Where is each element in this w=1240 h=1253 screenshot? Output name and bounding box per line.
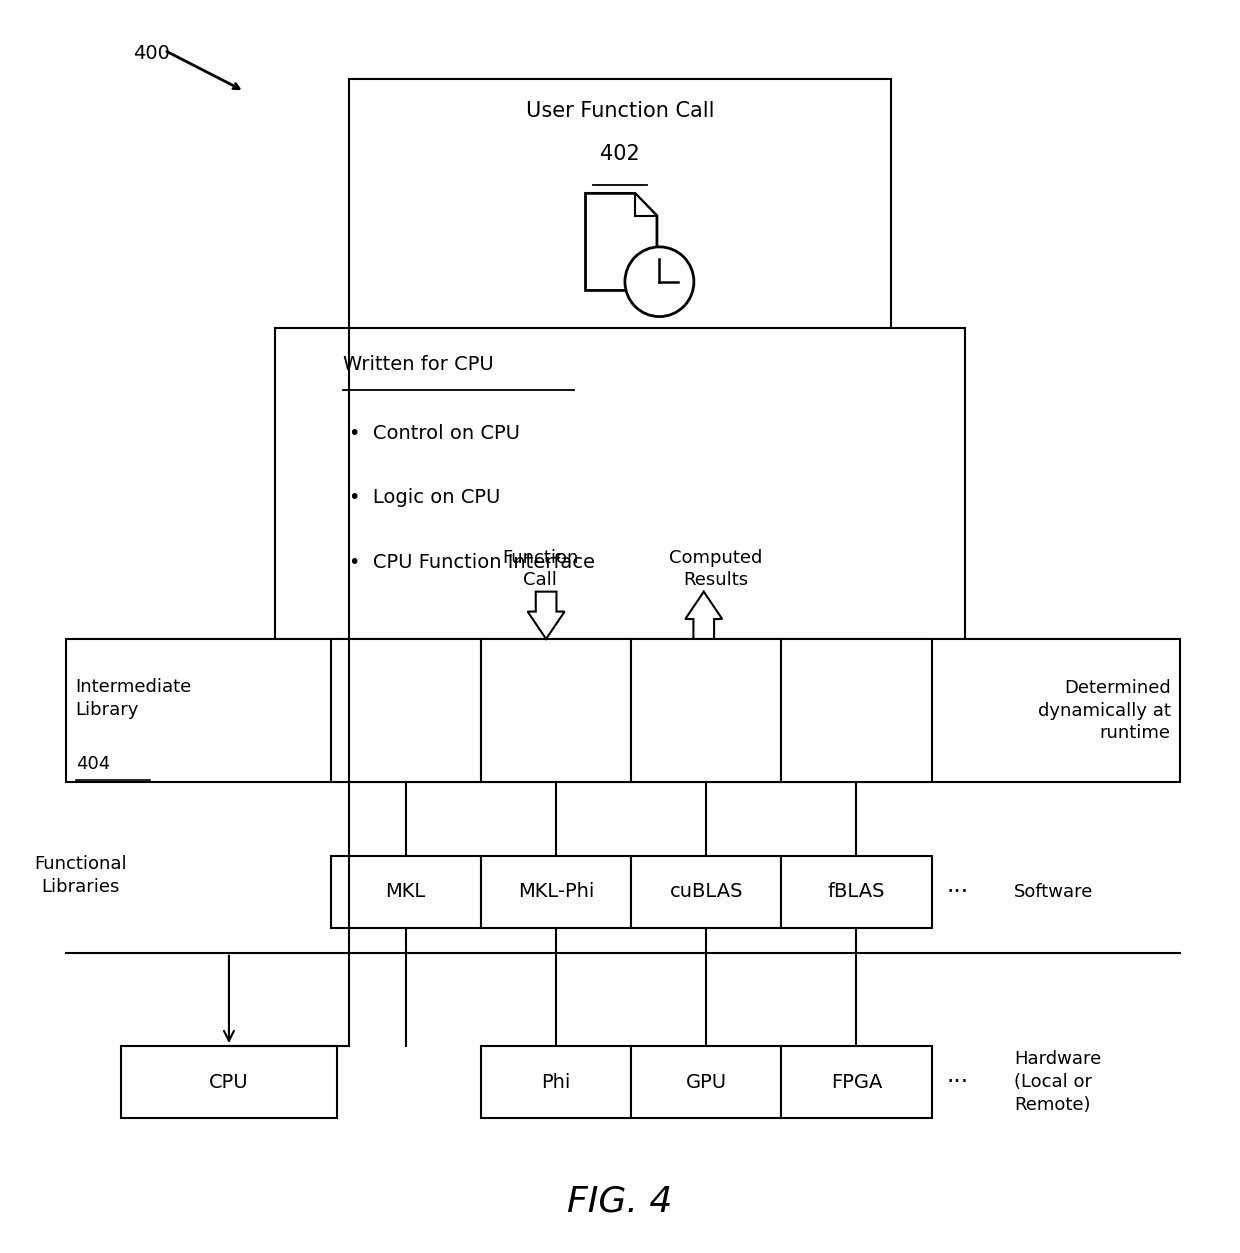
- FancyBboxPatch shape: [275, 328, 965, 645]
- Text: 404: 404: [76, 756, 110, 773]
- FancyBboxPatch shape: [122, 1046, 337, 1118]
- Text: Intermediate
Library: Intermediate Library: [76, 678, 192, 718]
- Text: Hardware
(Local or
Remote): Hardware (Local or Remote): [1014, 1050, 1101, 1114]
- FancyBboxPatch shape: [348, 79, 892, 352]
- Text: GPU: GPU: [686, 1073, 727, 1091]
- FancyBboxPatch shape: [331, 856, 481, 927]
- Text: •  CPU Function Interface: • CPU Function Interface: [348, 553, 595, 573]
- Text: •  Control on CPU: • Control on CPU: [348, 424, 520, 442]
- Polygon shape: [528, 591, 564, 639]
- FancyBboxPatch shape: [481, 639, 631, 782]
- Text: Function
Call: Function Call: [502, 549, 578, 589]
- Text: •  Logic on CPU: • Logic on CPU: [348, 489, 501, 507]
- FancyBboxPatch shape: [481, 1046, 631, 1118]
- FancyBboxPatch shape: [66, 639, 1180, 782]
- Text: MKL-Phi: MKL-Phi: [518, 882, 594, 901]
- Text: Functional
Libraries: Functional Libraries: [35, 855, 126, 896]
- FancyBboxPatch shape: [781, 1046, 931, 1118]
- FancyBboxPatch shape: [331, 639, 481, 782]
- Text: FPGA: FPGA: [831, 1073, 882, 1091]
- Polygon shape: [635, 193, 657, 216]
- Text: Written for CPU: Written for CPU: [343, 355, 494, 375]
- Text: Determined
dynamically at
runtime: Determined dynamically at runtime: [1038, 679, 1171, 743]
- Polygon shape: [585, 193, 657, 291]
- Text: Software: Software: [1014, 882, 1094, 901]
- FancyBboxPatch shape: [781, 639, 931, 782]
- Text: fBLAS: fBLAS: [828, 882, 885, 901]
- Text: CPU: CPU: [210, 1073, 249, 1091]
- FancyBboxPatch shape: [631, 1046, 781, 1118]
- Text: cuBLAS: cuBLAS: [670, 882, 743, 901]
- Text: FIG. 4: FIG. 4: [568, 1184, 672, 1218]
- FancyBboxPatch shape: [631, 856, 781, 927]
- Text: MKL: MKL: [386, 882, 425, 901]
- Text: Phi: Phi: [542, 1073, 570, 1091]
- FancyBboxPatch shape: [781, 856, 931, 927]
- Text: ···: ···: [946, 1070, 968, 1094]
- Text: 402: 402: [600, 144, 640, 164]
- Polygon shape: [686, 591, 722, 639]
- Text: Computed
Results: Computed Results: [670, 549, 763, 589]
- Text: User Function Call: User Function Call: [526, 101, 714, 122]
- Text: 400: 400: [134, 44, 170, 63]
- FancyBboxPatch shape: [631, 639, 781, 782]
- Text: ···: ···: [946, 880, 968, 903]
- Circle shape: [625, 247, 694, 317]
- FancyBboxPatch shape: [481, 856, 631, 927]
